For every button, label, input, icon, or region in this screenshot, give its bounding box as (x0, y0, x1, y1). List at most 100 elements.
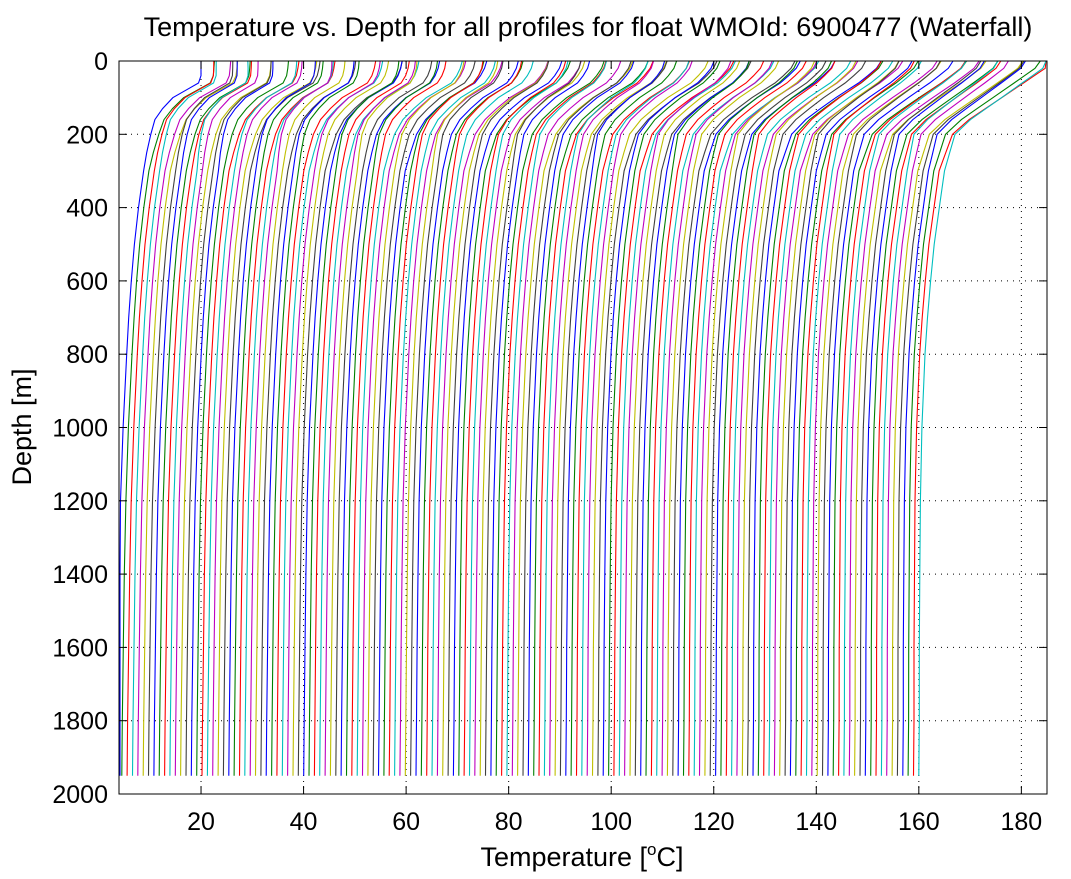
profile-line (763, 60, 882, 776)
profile-line (854, 60, 987, 776)
profile-line (324, 60, 416, 776)
profile-line (533, 60, 649, 776)
profile-line (795, 60, 919, 776)
profile-line (602, 60, 715, 776)
profile-line (902, 60, 1026, 776)
profile-line (629, 60, 741, 776)
profile-line (538, 60, 654, 776)
profile-line (784, 60, 900, 776)
profile-line (164, 60, 253, 776)
x-tick-label: 120 (693, 808, 735, 836)
profile-line (650, 60, 765, 776)
profile-line (912, 60, 1047, 776)
profile-line (811, 60, 938, 776)
y-tick-label: 600 (66, 268, 108, 296)
y-tick-label: 1600 (52, 634, 108, 662)
profile-line (174, 60, 259, 776)
chart-title: Temperature vs. Depth for all profiles f… (144, 12, 1033, 42)
profile-line (549, 60, 655, 776)
profile-line (645, 60, 750, 776)
profile-line (142, 60, 239, 776)
profile-line (880, 60, 999, 776)
profile-line (838, 60, 966, 776)
profile-line (126, 60, 215, 776)
profile-line (361, 60, 467, 776)
profile-line (591, 60, 709, 776)
profile-line (212, 60, 303, 776)
profile-line (565, 60, 666, 776)
y-tick-label: 2000 (52, 781, 108, 809)
profile-line (228, 60, 316, 776)
profile-line (249, 60, 333, 776)
profile-line (907, 60, 1041, 776)
profile-line (356, 60, 463, 776)
profile-line (677, 60, 801, 776)
profile-line (265, 60, 355, 776)
y-tick-label: 200 (66, 121, 108, 149)
y-tick-label: 1800 (52, 708, 108, 736)
profile-line (821, 60, 941, 776)
profile-line (752, 60, 882, 776)
profile-line (404, 60, 499, 776)
profile-line (426, 60, 523, 776)
profile-line (720, 60, 832, 776)
profile-line (570, 60, 678, 776)
y-tick-label: 1200 (52, 488, 108, 516)
profile-line (196, 60, 290, 776)
profile-line (292, 60, 390, 776)
profile-line (137, 60, 232, 776)
profile-line (206, 60, 298, 776)
profile-line (875, 60, 1002, 776)
y-tick-label: 1000 (52, 415, 108, 443)
profile-line (501, 60, 607, 776)
profile-line (618, 60, 736, 776)
profile-line (586, 60, 693, 776)
profile-line (329, 60, 418, 776)
profile-line (682, 60, 798, 776)
profile-line (297, 60, 403, 776)
y-axis-label: Depth [m] (7, 368, 37, 485)
x-tick-label: 40 (290, 808, 318, 836)
profile-line (511, 60, 622, 776)
profile-line (119, 61, 202, 776)
profile-line (506, 60, 608, 776)
x-tick-label: 100 (590, 808, 632, 836)
x-axis-ticks: 20 40 60 80 100 120 140 160 180 (187, 61, 1042, 836)
profile-line (180, 60, 272, 776)
x-tick-label: 20 (187, 808, 215, 836)
profile-line (121, 60, 216, 776)
profile-line (859, 60, 982, 776)
profile-line (581, 60, 690, 776)
profile-line (891, 60, 1024, 776)
x-axis-label-post: C] (657, 842, 684, 872)
x-axis-label: Temperature [oC] (480, 840, 683, 872)
profile-line (704, 60, 816, 776)
x-tick-label: 140 (795, 808, 837, 836)
profile-line (661, 60, 773, 776)
profile-line (303, 60, 403, 776)
profile-line (827, 60, 954, 776)
profile-line (415, 60, 519, 776)
profile-line (870, 60, 999, 776)
profile-line (436, 60, 549, 776)
x-tick-label: 80 (495, 808, 523, 836)
profile-line (886, 60, 1009, 776)
profile-line (731, 60, 852, 776)
profile-line (805, 60, 922, 776)
x-axis-label-pre: Temperature [ (480, 842, 647, 872)
profile-line (367, 60, 465, 776)
profile-line (789, 60, 913, 776)
profile-line (495, 60, 605, 776)
profile-line (843, 60, 967, 776)
profile-line (276, 60, 377, 776)
profile-line (474, 60, 582, 776)
profile-line (335, 60, 433, 776)
profile-line (153, 61, 238, 776)
profile-line (484, 60, 582, 776)
profile-line (896, 60, 1025, 776)
profile-line (447, 60, 550, 776)
profile-line (527, 60, 635, 776)
profile-line (345, 60, 439, 776)
profile-line (490, 60, 591, 776)
